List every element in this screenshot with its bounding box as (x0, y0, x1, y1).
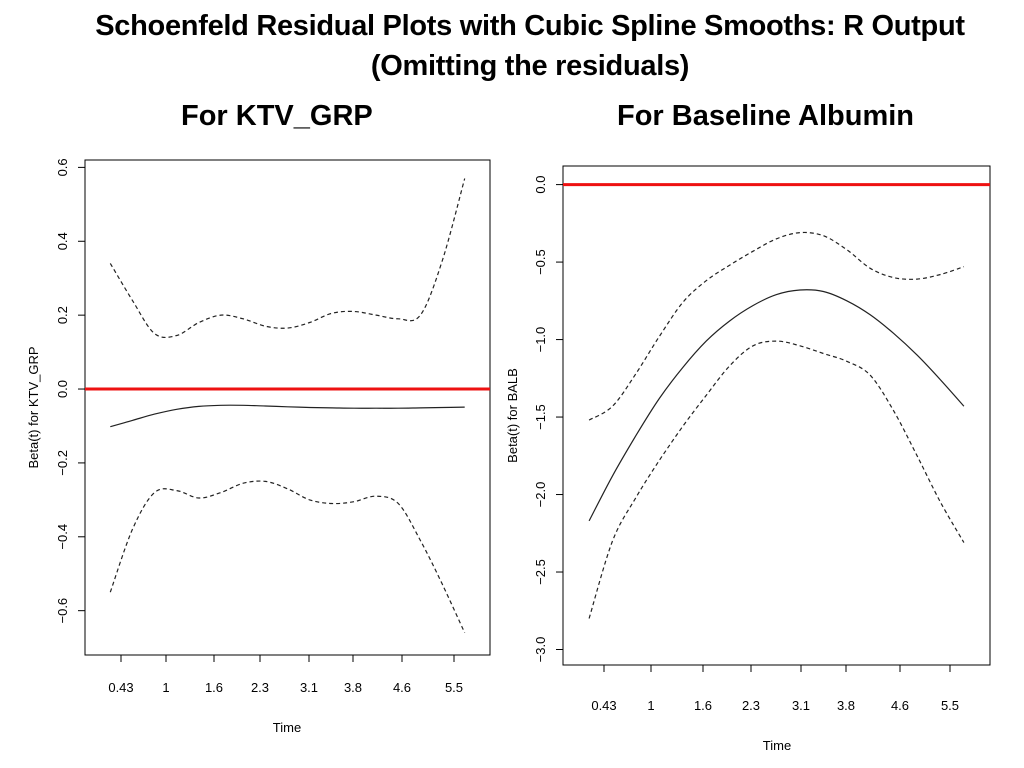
y-tick-label: −2.0 (533, 482, 548, 508)
left-panel-heading: For KTV_GRP (181, 100, 373, 132)
x-tick-label: 2.3 (742, 698, 760, 713)
y-tick-label: −1.5 (533, 404, 548, 430)
x-tick-label: 5.5 (941, 698, 959, 713)
spline-smooth-line (110, 404, 465, 428)
spline-smooth-line (588, 289, 965, 522)
slide-title-line2: (Omitting the residuals) (370, 50, 690, 82)
x-tick-label: 3.1 (300, 680, 318, 695)
x-tick-label: 4.6 (891, 698, 909, 713)
x-tick-label: 1 (647, 698, 654, 713)
y-axis-title: Beta(t) for KTV_GRP (26, 346, 41, 468)
x-axis-title: Time (763, 738, 791, 753)
y-tick-label: −1.0 (533, 327, 548, 353)
y-tick-label: −2.5 (533, 559, 548, 585)
y-tick-label: 0.4 (55, 232, 70, 250)
x-tick-label: 1.6 (694, 698, 712, 713)
x-axis-title: Time (273, 720, 301, 735)
y-tick-label: 0.0 (55, 380, 70, 398)
y-tick-label: 0.0 (533, 176, 548, 194)
y-tick-label: −0.5 (533, 249, 548, 275)
balb-plot: −3.0 −2.5 −2.0 −1.5 −1.0 −0.5 0.0 0.43 1 1.6 2.3 3.… (505, 165, 991, 753)
confidence-band-line (109, 178, 466, 339)
y-tick-label: 0.2 (55, 306, 70, 324)
x-tick-label: 0.43 (591, 698, 616, 713)
x-tick-label: 3.1 (792, 698, 810, 713)
x-tick-label: 3.8 (344, 680, 362, 695)
y-tick-label: −0.2 (55, 450, 70, 476)
y-tick-label: −0.4 (55, 524, 70, 550)
slide-title: Schoenfeld Residual Plots with Cubic Spl… (0, 6, 1024, 86)
x-tick-label: 1.6 (205, 680, 223, 695)
x-tick-label: 3.8 (837, 698, 855, 713)
ktv-grp-plot: −0.6 −0.4 −0.2 0.0 0.2 0.4 0.6 0.43 1 1.6 2.3 3.1 3.… (26, 158, 491, 735)
y-axis-title: Beta(t) for BALB (505, 368, 520, 463)
y-tick-label: 0.6 (55, 158, 70, 176)
y-tick-label: −0.6 (55, 598, 70, 624)
x-tick-label: 5.5 (445, 680, 463, 695)
slide-title-line1: Schoenfeld Residual Plots with Cubic Spl… (95, 10, 965, 42)
x-tick-label: 4.6 (393, 680, 411, 695)
confidence-band-line (109, 480, 466, 634)
confidence-band-line (588, 231, 965, 421)
plot-frame (562, 165, 991, 666)
confidence-band-line (588, 340, 965, 619)
x-tick-label: 2.3 (251, 680, 269, 695)
y-tick-label: −3.0 (533, 637, 548, 663)
right-panel-heading: For Baseline Albumin (617, 100, 915, 132)
x-tick-label: 1 (162, 680, 169, 695)
plot-frame (84, 159, 491, 656)
x-tick-label: 0.43 (108, 680, 133, 695)
